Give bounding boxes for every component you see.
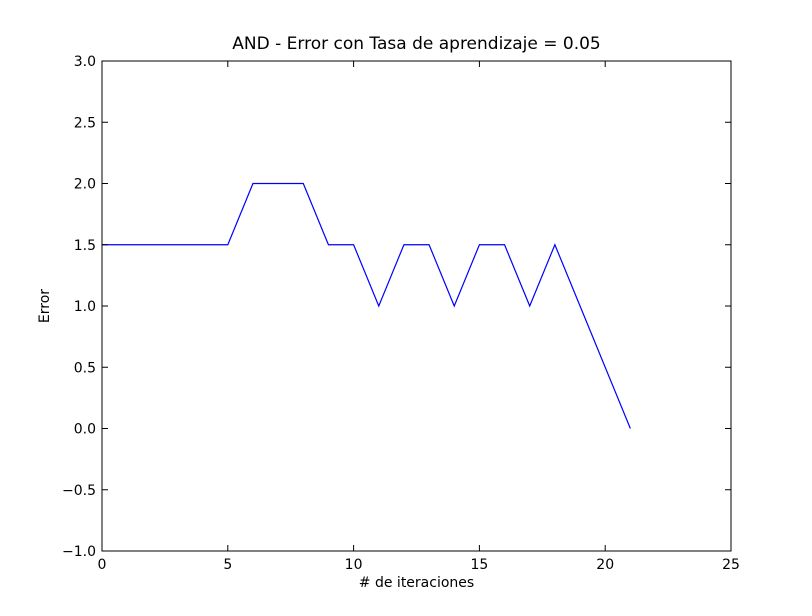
x-axis-label: # de iteraciones — [359, 575, 474, 591]
y-tick-label: 3.0 — [74, 54, 96, 70]
y-tick-label: −1.0 — [62, 544, 96, 560]
x-tick-label: 10 — [345, 557, 363, 573]
y-axis-ticks: −1.0 −0.5 0.0 0.5 1.0 1.5 2.0 2.5 3.0 — [62, 54, 731, 560]
x-axis-ticks: 0 5 10 15 20 25 — [98, 61, 740, 573]
x-tick-label: 5 — [223, 557, 232, 573]
series-layer — [102, 182, 631, 429]
x-tick-label: 25 — [722, 557, 740, 573]
chart-title: AND - Error con Tasa de aprendizaje = 0.… — [232, 34, 600, 54]
series-line-0 — [102, 182, 631, 429]
x-tick-label: 20 — [596, 557, 614, 573]
y-tick-label: 2.5 — [74, 115, 96, 131]
x-tick-label: 0 — [98, 557, 107, 573]
y-axis-label: Error — [37, 289, 53, 323]
y-tick-label: 0.0 — [74, 422, 96, 438]
y-tick-label: −0.5 — [62, 483, 96, 499]
y-tick-label: 1.0 — [74, 299, 96, 315]
x-tick-label: 15 — [470, 557, 488, 573]
y-tick-label: 0.5 — [74, 360, 96, 376]
y-tick-label: 1.5 — [74, 238, 96, 254]
y-tick-label: 2.0 — [74, 177, 96, 193]
plot-area — [102, 61, 731, 551]
